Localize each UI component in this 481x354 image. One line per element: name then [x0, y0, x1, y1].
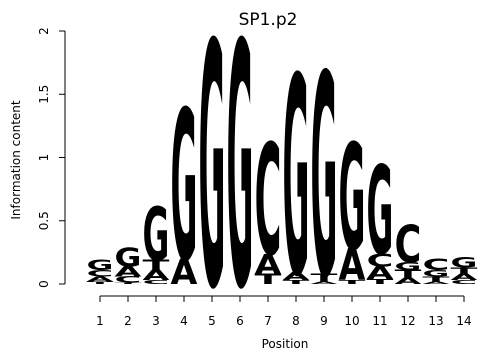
- logo-letter-T: T: [87, 281, 114, 285]
- logo-letter-T: T: [395, 268, 422, 280]
- logo-letter-T: T: [115, 282, 142, 284]
- logo-letter-G: G: [423, 268, 450, 278]
- logo-letter-A: A: [87, 275, 115, 283]
- y-tick-label: 1: [37, 154, 51, 162]
- logo-letter-G: G: [115, 243, 142, 273]
- logo-letter-G: G: [339, 113, 366, 283]
- x-axis: 1 2 3 4 5 6 7 8 9 10 11 12 13 14: [96, 295, 472, 328]
- logo-letter-T: T: [255, 271, 282, 287]
- logo-letter-T: T: [451, 266, 479, 276]
- logo-letter-T: T: [367, 278, 395, 286]
- logo-letter-C: C: [451, 279, 478, 285]
- logo-letter-A: A: [255, 249, 283, 281]
- logo-letter-C: C: [423, 256, 450, 274]
- logo-letter-C: C: [255, 113, 282, 290]
- logo-letter-T: T: [339, 279, 367, 285]
- logo-letter-C: C: [87, 269, 114, 279]
- logo-letter-C: C: [115, 275, 142, 285]
- y-tick-label: 0: [37, 280, 51, 288]
- logo-letter-G: G: [199, 0, 226, 354]
- y-tick-label: 2: [37, 27, 51, 35]
- y-axis-label: Information content: [9, 100, 23, 220]
- x-tick-label: 11: [372, 314, 387, 328]
- logo-letter-A: A: [423, 281, 450, 285]
- logo-letter-A: A: [395, 276, 422, 286]
- logo-letter-T: T: [143, 257, 170, 273]
- logo-letter-T: T: [423, 275, 451, 283]
- logo-letter-G: G: [367, 140, 394, 282]
- y-tick-label: 0.5: [37, 211, 51, 230]
- logo-letter-G: G: [227, 0, 254, 354]
- y-axis: 0 0.5 1 1.5 2: [37, 27, 66, 288]
- x-tick-label: 6: [236, 314, 244, 328]
- logo-letter-G: G: [395, 260, 422, 272]
- logo-letter-G: G: [143, 194, 170, 278]
- x-tick-label: 8: [292, 314, 300, 328]
- logo-letter-G: G: [171, 67, 198, 307]
- logo-letter-G: G: [87, 257, 114, 273]
- logo-letter-A: A: [311, 281, 338, 285]
- logo-letter-T: T: [283, 279, 311, 285]
- x-tick-label: 10: [344, 314, 359, 328]
- logo-letter-A: A: [143, 268, 171, 284]
- x-tick-label: 4: [180, 314, 188, 328]
- x-tick-label: 9: [320, 314, 328, 328]
- logo-letter-C: C: [367, 250, 394, 271]
- x-tick-label: 12: [400, 314, 415, 328]
- logo-letter-A: A: [451, 272, 478, 282]
- y-tick-label: 1.5: [37, 85, 51, 104]
- chart-title: SP1.p2: [239, 10, 298, 30]
- x-axis-label: Position: [262, 337, 309, 351]
- logo-letter-A: A: [171, 253, 198, 293]
- logo-letter-A: A: [115, 264, 143, 280]
- logo-letter-A: A: [283, 271, 310, 283]
- x-tick-label: 7: [264, 314, 272, 328]
- logo-letter-C: C: [143, 279, 170, 285]
- x-tick-label: 1: [96, 314, 104, 328]
- x-tick-label: 14: [456, 314, 471, 328]
- x-tick-label: 5: [208, 314, 216, 328]
- logo-letter-C: C: [395, 214, 422, 275]
- x-tick-label: 13: [428, 314, 443, 328]
- x-tick-label: 3: [152, 314, 160, 328]
- logo-letter-A: A: [339, 242, 366, 292]
- logo-letter-G: G: [311, 17, 338, 340]
- logo-letter-G: G: [283, 20, 310, 337]
- logo-letter-A: A: [367, 264, 395, 284]
- x-tick-label: 2: [124, 314, 132, 328]
- logo-letter-G: G: [451, 255, 478, 271]
- logo-letter-T: T: [311, 272, 338, 284]
